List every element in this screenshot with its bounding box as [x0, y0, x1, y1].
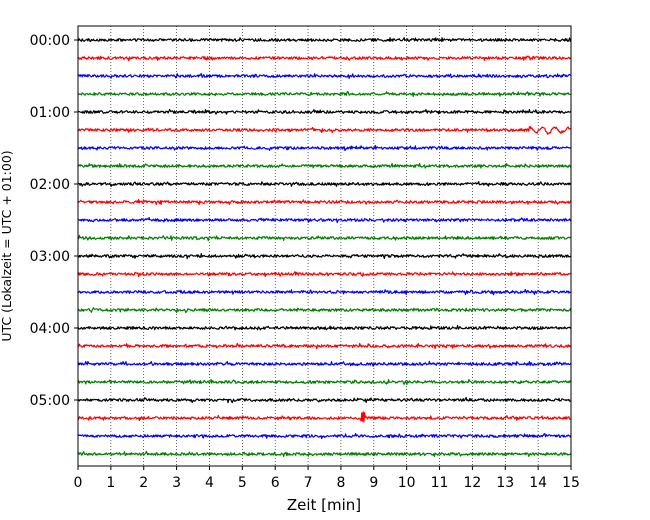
x-tick-label: 13 — [496, 475, 514, 491]
x-tick-label: 7 — [304, 475, 313, 491]
x-gridlines — [110, 26, 539, 466]
trace-22 — [77, 433, 572, 440]
x-tick-label: 1 — [106, 475, 115, 491]
y-tick-label: 00:00 — [30, 33, 70, 49]
y-tick-label: 04:00 — [30, 321, 70, 337]
trace-15 — [77, 307, 572, 314]
x-tick-label: 10 — [398, 475, 416, 491]
trace-1 — [77, 55, 572, 62]
trace-12 — [77, 253, 572, 260]
trace-9 — [77, 198, 572, 206]
plot-background — [78, 26, 571, 466]
y-tick-label: 01:00 — [30, 105, 70, 121]
y-tick-label: 02:00 — [30, 177, 70, 193]
trace-3 — [77, 90, 572, 97]
x-tick-label: 4 — [205, 475, 214, 491]
trace-7 — [77, 162, 572, 169]
traces — [77, 37, 572, 457]
trace-8 — [77, 181, 572, 187]
trace-16 — [77, 324, 571, 331]
x-tick-label: 6 — [271, 475, 280, 491]
trace-20 — [77, 396, 572, 404]
x-axis-label: Zeit [min] — [287, 496, 361, 514]
x-tick-label: 8 — [336, 475, 345, 491]
y-tick-label: 03:00 — [30, 249, 70, 265]
x-tick-label: 14 — [529, 475, 547, 491]
trace-19 — [77, 378, 572, 386]
trace-2 — [77, 72, 572, 79]
trace-14 — [77, 288, 572, 296]
trace-0 — [77, 37, 572, 43]
y-axis-label: UTC (Lokalzeit = UTC + 01:00) — [0, 150, 14, 341]
x-tick-label: 9 — [369, 475, 378, 491]
trace-5 — [77, 125, 572, 135]
x-axis-ticks: 0 1 2 3 4 5 6 7 8 9 10 11 12 13 14 15 — [74, 466, 580, 491]
trace-18 — [77, 360, 572, 367]
x-tick-label: 15 — [562, 475, 580, 491]
x-tick-label: 3 — [172, 475, 181, 491]
x-tick-label: 0 — [74, 475, 83, 491]
y-tick-label: 05:00 — [30, 393, 70, 409]
trace-21 — [77, 411, 572, 423]
x-tick-label: 5 — [238, 475, 247, 491]
plot-frame — [77, 25, 572, 467]
trace-6 — [77, 144, 572, 151]
x-tick-label: 2 — [139, 475, 148, 491]
x-tick-label: 11 — [431, 475, 449, 491]
y-axis-ticks: 00:00 01:00 02:00 03:00 04:00 05:00 — [30, 33, 78, 409]
trace-23 — [77, 450, 572, 457]
trace-4 — [77, 109, 572, 115]
trace-11 — [77, 234, 572, 242]
trace-17 — [77, 342, 572, 350]
trace-10 — [78, 217, 572, 224]
trace-13 — [77, 271, 572, 278]
x-tick-label: 12 — [463, 475, 481, 491]
